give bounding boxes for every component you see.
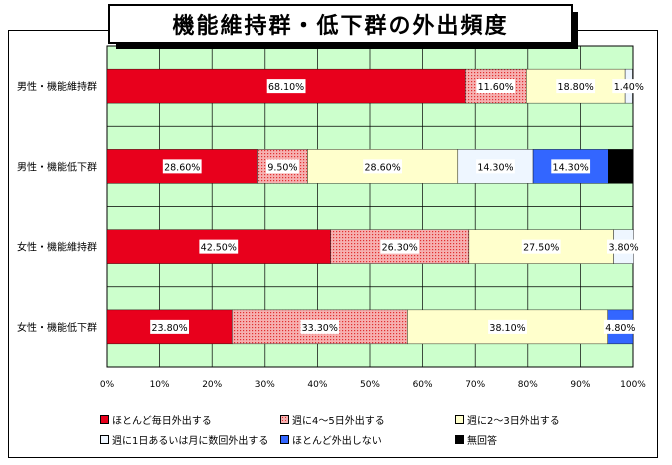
x-tick-label-7: 70% bbox=[465, 380, 485, 390]
data-label-s4-c3: 4.80% bbox=[605, 323, 635, 334]
x-tick-label-0: 0% bbox=[100, 380, 115, 390]
data-label-bg-s1-c0 bbox=[476, 79, 516, 94]
legend-swatch-1 bbox=[280, 415, 289, 424]
legend-label-4: ほとんど外出しない bbox=[292, 436, 382, 447]
data-label-s0-c2: 42.50% bbox=[201, 243, 237, 254]
data-label-s2-c0: 18.80% bbox=[558, 82, 594, 93]
x-tick-label-9: 90% bbox=[570, 380, 590, 390]
data-label-s0-c1: 28.60% bbox=[164, 162, 200, 173]
data-label-s0-c0: 68.10% bbox=[268, 82, 304, 93]
x-tick-label-10: 100% bbox=[620, 380, 646, 390]
data-label-s2-c1: 28.60% bbox=[365, 162, 401, 173]
legend-label-5: 無回答 bbox=[467, 436, 497, 447]
data-label-s3-c0: 1.40% bbox=[614, 82, 644, 93]
category-label-3: 女性・機能低下群 bbox=[17, 321, 97, 334]
data-label-s3-c1: 14.30% bbox=[477, 162, 513, 173]
data-label-bg-s3-c2 bbox=[607, 239, 641, 254]
x-tick-label-8: 80% bbox=[518, 380, 538, 390]
legend-item-3: 週に1日あるいは月に数回外出する bbox=[100, 432, 268, 447]
data-label-s2-c2: 27.50% bbox=[523, 243, 559, 254]
x-tick-label-3: 30% bbox=[255, 380, 275, 390]
category-label-2: 女性・機能維持群 bbox=[17, 241, 97, 254]
legend-item-2: 週に2～3日外出する bbox=[455, 412, 560, 427]
chart-title: 機能維持群・低下群の外出頻度 bbox=[172, 14, 509, 39]
data-label-bg-s1-c1 bbox=[265, 159, 299, 174]
data-label-s1-c0: 11.60% bbox=[478, 82, 514, 93]
data-label-bg-s0-c2 bbox=[199, 239, 239, 254]
x-tick-label-4: 40% bbox=[307, 380, 327, 390]
data-label-bg-s1-c2 bbox=[380, 239, 420, 254]
category-label-1: 男性・機能低下群 bbox=[17, 160, 97, 173]
legend: ほとんど毎日外出する 週に4～5日外出する 週に2～3日外出する 週に1日あるい… bbox=[100, 412, 640, 454]
data-label-bg-s0-c0 bbox=[266, 79, 306, 94]
legend-item-1: 週に4～5日外出する bbox=[280, 412, 385, 427]
data-label-s0-c3: 23.80% bbox=[151, 323, 187, 334]
data-label-bg-s2-c2 bbox=[521, 239, 561, 254]
legend-item-0: ほとんど毎日外出する bbox=[100, 412, 212, 427]
legend-swatch-0 bbox=[100, 415, 109, 424]
bar-s5-c1 bbox=[608, 149, 634, 184]
data-label-bg-s4-c3 bbox=[603, 319, 637, 334]
legend-swatch-3 bbox=[100, 435, 109, 444]
legend-swatch-5 bbox=[455, 435, 464, 444]
x-tick-label-5: 50% bbox=[360, 380, 380, 390]
data-label-bg-s0-c3 bbox=[150, 319, 189, 334]
data-label-s2-c3: 38.10% bbox=[489, 323, 525, 334]
data-label-s1-c3: 33.30% bbox=[302, 323, 338, 334]
data-label-bg-s2-c1 bbox=[363, 159, 403, 174]
data-label-bg-s0-c1 bbox=[162, 159, 202, 174]
data-label-bg-s3-c1 bbox=[476, 159, 515, 174]
data-label-bg-s1-c3 bbox=[300, 319, 340, 334]
data-label-s1-c1: 9.50% bbox=[267, 162, 297, 173]
data-label-bg-s2-c3 bbox=[488, 319, 527, 334]
legend-item-4: ほとんど外出しない bbox=[280, 432, 382, 447]
legend-label-3: 週に1日あるいは月に数回外出する bbox=[112, 436, 269, 447]
data-label-s1-c2: 26.30% bbox=[382, 243, 418, 254]
data-label-bg-s4-c1 bbox=[551, 159, 591, 174]
data-label-bg-s2-c0 bbox=[556, 79, 596, 94]
legend-label-0: ほとんど毎日外出する bbox=[112, 416, 212, 427]
x-tick-label-1: 10% bbox=[150, 380, 170, 390]
legend-swatch-4 bbox=[280, 435, 289, 444]
data-label-s3-c2: 3.80% bbox=[608, 243, 638, 254]
data-label-s4-c1: 14.30% bbox=[553, 162, 589, 173]
legend-label-1: 週に4～5日外出する bbox=[292, 416, 385, 427]
title-box: 機能維持群・低下群の外出頻度 bbox=[108, 4, 578, 49]
legend-label-2: 週に2～3日外出する bbox=[467, 416, 560, 427]
legend-swatch-2 bbox=[455, 415, 464, 424]
data-label-bg-s3-c0 bbox=[612, 79, 646, 94]
category-label-0: 男性・機能維持群 bbox=[17, 80, 97, 93]
x-tick-label-6: 60% bbox=[413, 380, 433, 390]
legend-item-5: 無回答 bbox=[455, 432, 497, 447]
x-tick-label-2: 20% bbox=[202, 380, 222, 390]
